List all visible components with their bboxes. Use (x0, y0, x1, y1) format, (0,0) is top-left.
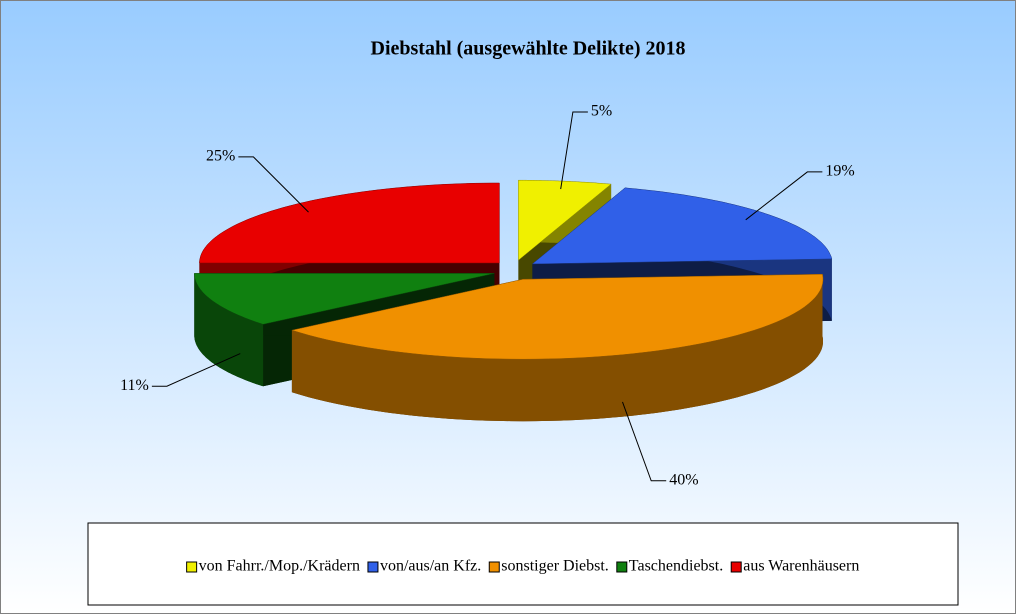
legend: von Fahrr./Mop./Krädern von/aus/an Kfz. so… (186, 558, 859, 575)
slice (531, 187, 833, 265)
legend-label: von/aus/an Kfz. (380, 558, 481, 575)
legend-label: aus Warenhäusern (743, 558, 859, 575)
legend-swatch (367, 561, 379, 573)
leader-line (238, 156, 309, 213)
data-label: 5% (591, 103, 612, 120)
legend-label: sonstiger Diebst. (501, 558, 609, 575)
pie: 5% 19% 40% 11% 25% (120, 103, 855, 489)
legend-item: Taschendiebst. (616, 558, 723, 575)
legend-label: von Fahrr./Mop./Krädern (199, 558, 360, 575)
leader-line (622, 401, 667, 482)
legend-item: aus Warenhäusern (730, 558, 859, 575)
data-label: 25% (206, 148, 235, 165)
legend-box (87, 522, 959, 606)
slice (518, 179, 612, 261)
legend-item: von/aus/an Kfz. (367, 558, 481, 575)
leader-line (745, 171, 823, 221)
slice (290, 273, 824, 360)
leader-line (151, 353, 241, 387)
slice (194, 273, 495, 325)
legend-item: von Fahrr./Mop./Krädern (186, 558, 360, 575)
slice-wall (291, 274, 823, 422)
legend-item: sonstiger Diebst. (488, 558, 609, 575)
data-label: 40% (669, 471, 698, 488)
legend-swatch (730, 561, 742, 573)
data-label: 19% (825, 163, 854, 180)
legend-label: Taschendiebst. (629, 558, 723, 575)
slice (290, 273, 824, 422)
chart-title: Diebstahl (ausgewählte Delikte) 2018 (371, 38, 686, 60)
leader-line (560, 111, 588, 190)
legend-swatch (186, 561, 198, 573)
legend-swatch (616, 561, 628, 573)
slice-wall (194, 273, 264, 387)
slice (199, 182, 500, 264)
legend-swatch (488, 561, 500, 573)
data-label: 11% (120, 377, 149, 394)
